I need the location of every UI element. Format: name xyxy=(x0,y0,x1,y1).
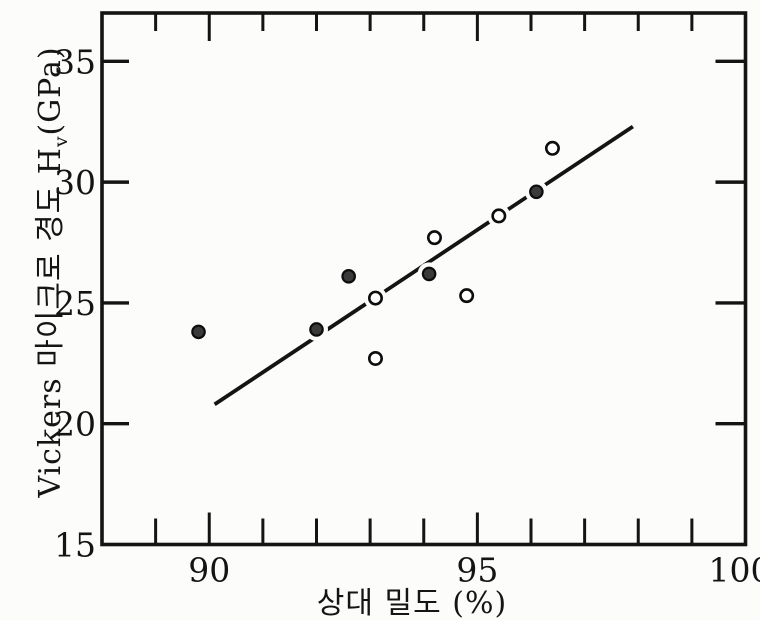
data-point-filled xyxy=(421,266,437,282)
x-tick-label: 95 xyxy=(456,551,498,590)
y-axis-title-text: Vickers 마이크로 경도 H xyxy=(33,147,68,498)
data-point-filled xyxy=(341,269,356,284)
y-axis-title-subscript: v xyxy=(51,135,72,148)
y-axis-title-unit: (GPa) xyxy=(33,46,68,136)
x-axis-title: 상대 밀도 (%) xyxy=(316,586,508,620)
data-point-filled xyxy=(529,184,544,200)
data-point-open xyxy=(367,350,383,366)
x-tick-label: 90 xyxy=(188,551,230,590)
y-tick-label: 20 xyxy=(54,405,96,444)
data-point-open xyxy=(459,288,475,304)
data-point-filled xyxy=(309,322,324,337)
data-point-open xyxy=(426,230,442,246)
data-point-filled xyxy=(191,324,206,340)
y-tick-label: 25 xyxy=(54,284,96,323)
data-point-open xyxy=(367,290,383,306)
y-tick-label: 30 xyxy=(54,163,96,202)
data-point-open xyxy=(544,140,560,156)
x-tick-label: 100 xyxy=(709,551,760,590)
y-tick-label: 35 xyxy=(54,42,96,81)
data-point-open xyxy=(491,208,507,224)
y-tick-label: 15 xyxy=(54,526,96,565)
y-axis-title: Vickers 마이크로 경도 Hv(GPa) xyxy=(25,46,72,498)
